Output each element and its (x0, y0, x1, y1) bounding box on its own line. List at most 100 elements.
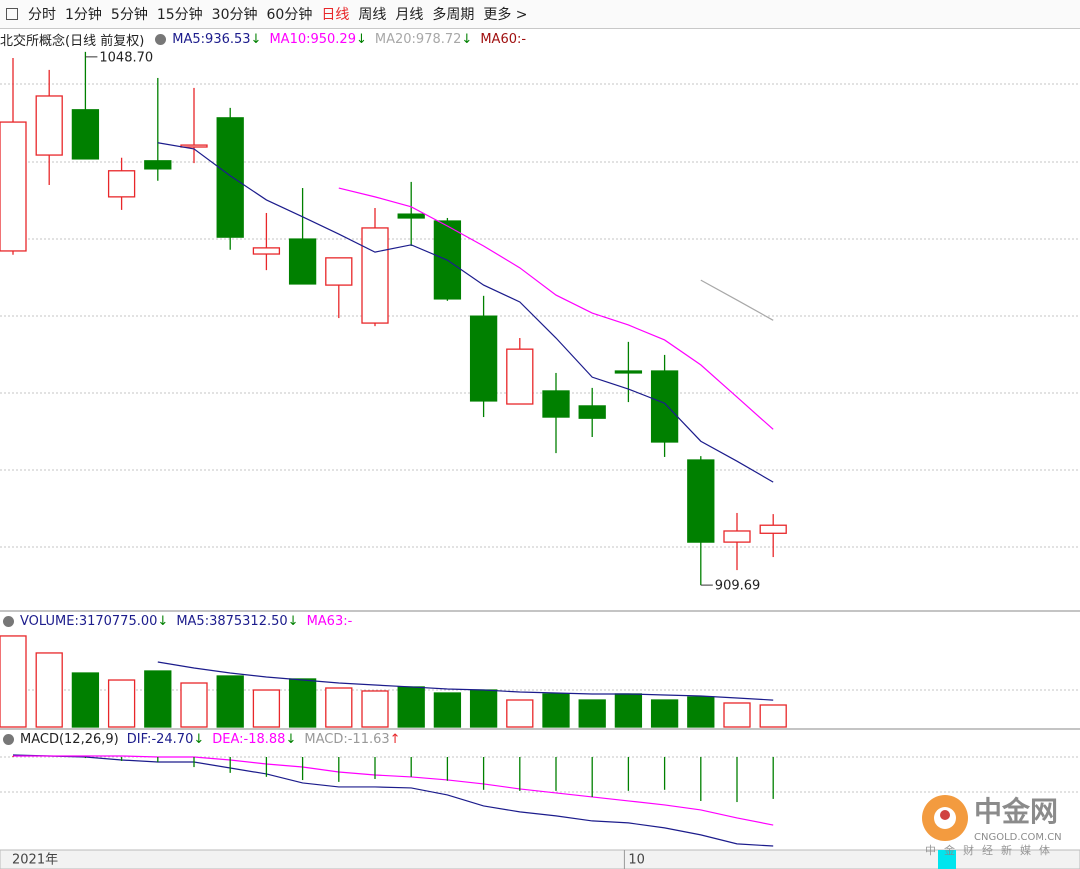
volume-bar (723, 702, 751, 728)
watermark-slogan: 中金财经新媒体 (925, 843, 1058, 857)
legend-name: MA10: (269, 32, 311, 47)
legend-value: 3875312.50 (209, 614, 288, 629)
indicator-line (700, 279, 774, 321)
indicator-line (13, 755, 774, 826)
toolbar-icon[interactable] (6, 8, 18, 20)
candle-body (216, 117, 244, 238)
legend-value: - (347, 614, 353, 629)
indicator-line (157, 661, 774, 701)
candle-body (107, 170, 136, 198)
cursor-marker (938, 850, 956, 869)
annotation-label: 909.69 (715, 579, 761, 594)
volume-bar (578, 699, 606, 728)
x-axis-strip (0, 849, 1080, 869)
panel-menu-icon[interactable] (3, 616, 14, 627)
toolbar: 分时 1分钟 5分钟 15分钟 30分钟 60分钟 日线 周线 月线 多周期 更多 > (0, 0, 1080, 29)
volume-bar (252, 689, 281, 728)
legend-arrow: ↓ (355, 32, 367, 47)
candle-body (759, 524, 787, 534)
indicator-line (157, 142, 774, 483)
watermark-logo-text: 中金网 (974, 795, 1058, 828)
volume-bar (325, 687, 353, 728)
period-tab[interactable]: 周线 (358, 7, 387, 23)
legend-entry: DIF:-24.70↓ (127, 732, 205, 747)
volume-bar (361, 690, 389, 728)
volume-bar (0, 635, 27, 728)
candle-body (397, 213, 425, 219)
legend-entry: MA10:950.29↓ (269, 32, 366, 47)
legend-name: MA60: (480, 32, 522, 47)
period-tab[interactable]: 分时 (28, 7, 56, 23)
legend-entry: DEA:-18.88↓ (212, 732, 296, 747)
period-tab[interactable]: 月线 (395, 7, 424, 23)
legend-name: VOLUME: (20, 614, 79, 629)
legend-arrow: ↓ (157, 614, 169, 629)
watermark: 中金网 CNGOLD.COM.CN 中金财经新媒体 (922, 795, 1062, 857)
candle-body (71, 109, 100, 160)
legend-entry: VOLUME:3170775.00↓ (20, 614, 168, 629)
volume-bar (35, 652, 63, 728)
indicator-readout: VOLUME:3170775.00↓ MA5:3875312.50↓ MA63:- (0, 613, 360, 630)
indicator-line (12, 754, 774, 847)
legend-name: DIF: (126, 732, 152, 747)
period-tab[interactable]: 日线 (321, 7, 350, 23)
volume-bar (107, 679, 136, 728)
candle-body (614, 370, 643, 374)
legend-value: 936.53 (205, 32, 251, 47)
volume-bar (180, 682, 208, 728)
period-tab[interactable]: 更多 > (483, 7, 528, 23)
legend-value: -18.88 (243, 732, 286, 747)
volume-bar (542, 693, 570, 728)
legend-name: MA63: (306, 614, 348, 629)
candle-body (361, 227, 389, 324)
x-tick-label: 10 (628, 853, 645, 868)
panel-menu-icon[interactable] (3, 734, 14, 745)
legend-value: 978.72 (415, 32, 462, 47)
volume-bar (506, 699, 534, 728)
volume-bar (650, 699, 679, 728)
volume-bar (433, 692, 462, 728)
legend-value: 3170775.00 (78, 614, 158, 629)
legend-arrow: ↓ (461, 32, 473, 47)
panel-menu-icon[interactable] (155, 34, 167, 45)
legend-arrow: ↓ (250, 32, 262, 47)
legend-value: 950.29 (310, 32, 356, 47)
candle-body (578, 405, 606, 419)
panel-title: 北交所概念(日线 前复权) (0, 34, 145, 49)
volume-bar (614, 693, 643, 728)
legend-name: MA20: (374, 32, 416, 47)
panel-0: 1048.70 909.69 (0, 50, 787, 594)
candle-body (723, 530, 751, 543)
legend-arrow: ↓ (287, 614, 299, 629)
legend-arrow: ↑ (389, 732, 401, 747)
period-tab[interactable]: 1分钟 (65, 7, 102, 23)
period-tab[interactable]: 5分钟 (110, 7, 148, 23)
indicator-line (338, 187, 774, 430)
candle-body (650, 370, 679, 443)
x-tick-label: 2021年 (12, 853, 58, 868)
period-tab[interactable]: 多周期 (432, 7, 475, 23)
panel-1 (0, 635, 787, 728)
watermark-domain: CNGOLD.COM.CN (974, 832, 1062, 843)
grid (0, 83, 1080, 793)
panel-title: MACD(12,26,9) (20, 732, 119, 747)
panel-2 (12, 754, 774, 847)
volume-bar (71, 672, 100, 728)
legend-name: MACD: (304, 732, 348, 747)
period-tab[interactable]: 30分钟 (211, 7, 258, 23)
volume-bar (397, 686, 425, 728)
legend-entry: MA5:3875312.50↓ (176, 614, 298, 629)
candle-body (0, 121, 27, 252)
candle-body (288, 238, 317, 285)
period-tab[interactable]: 60分钟 (266, 7, 313, 23)
legend-name: DEA: (212, 732, 244, 747)
volume-bar (469, 689, 498, 728)
legend-name: MA5: (172, 32, 206, 47)
legend-value: -24.70 (151, 732, 194, 747)
candle-body (325, 257, 353, 286)
indicator-readout: MACD(12,26,9) DIF:-24.70↓ DEA:-18.88↓ MACD:… (0, 731, 409, 748)
period-tab[interactable]: 15分钟 (156, 7, 203, 23)
legend-entry: MA60:- (480, 32, 526, 47)
